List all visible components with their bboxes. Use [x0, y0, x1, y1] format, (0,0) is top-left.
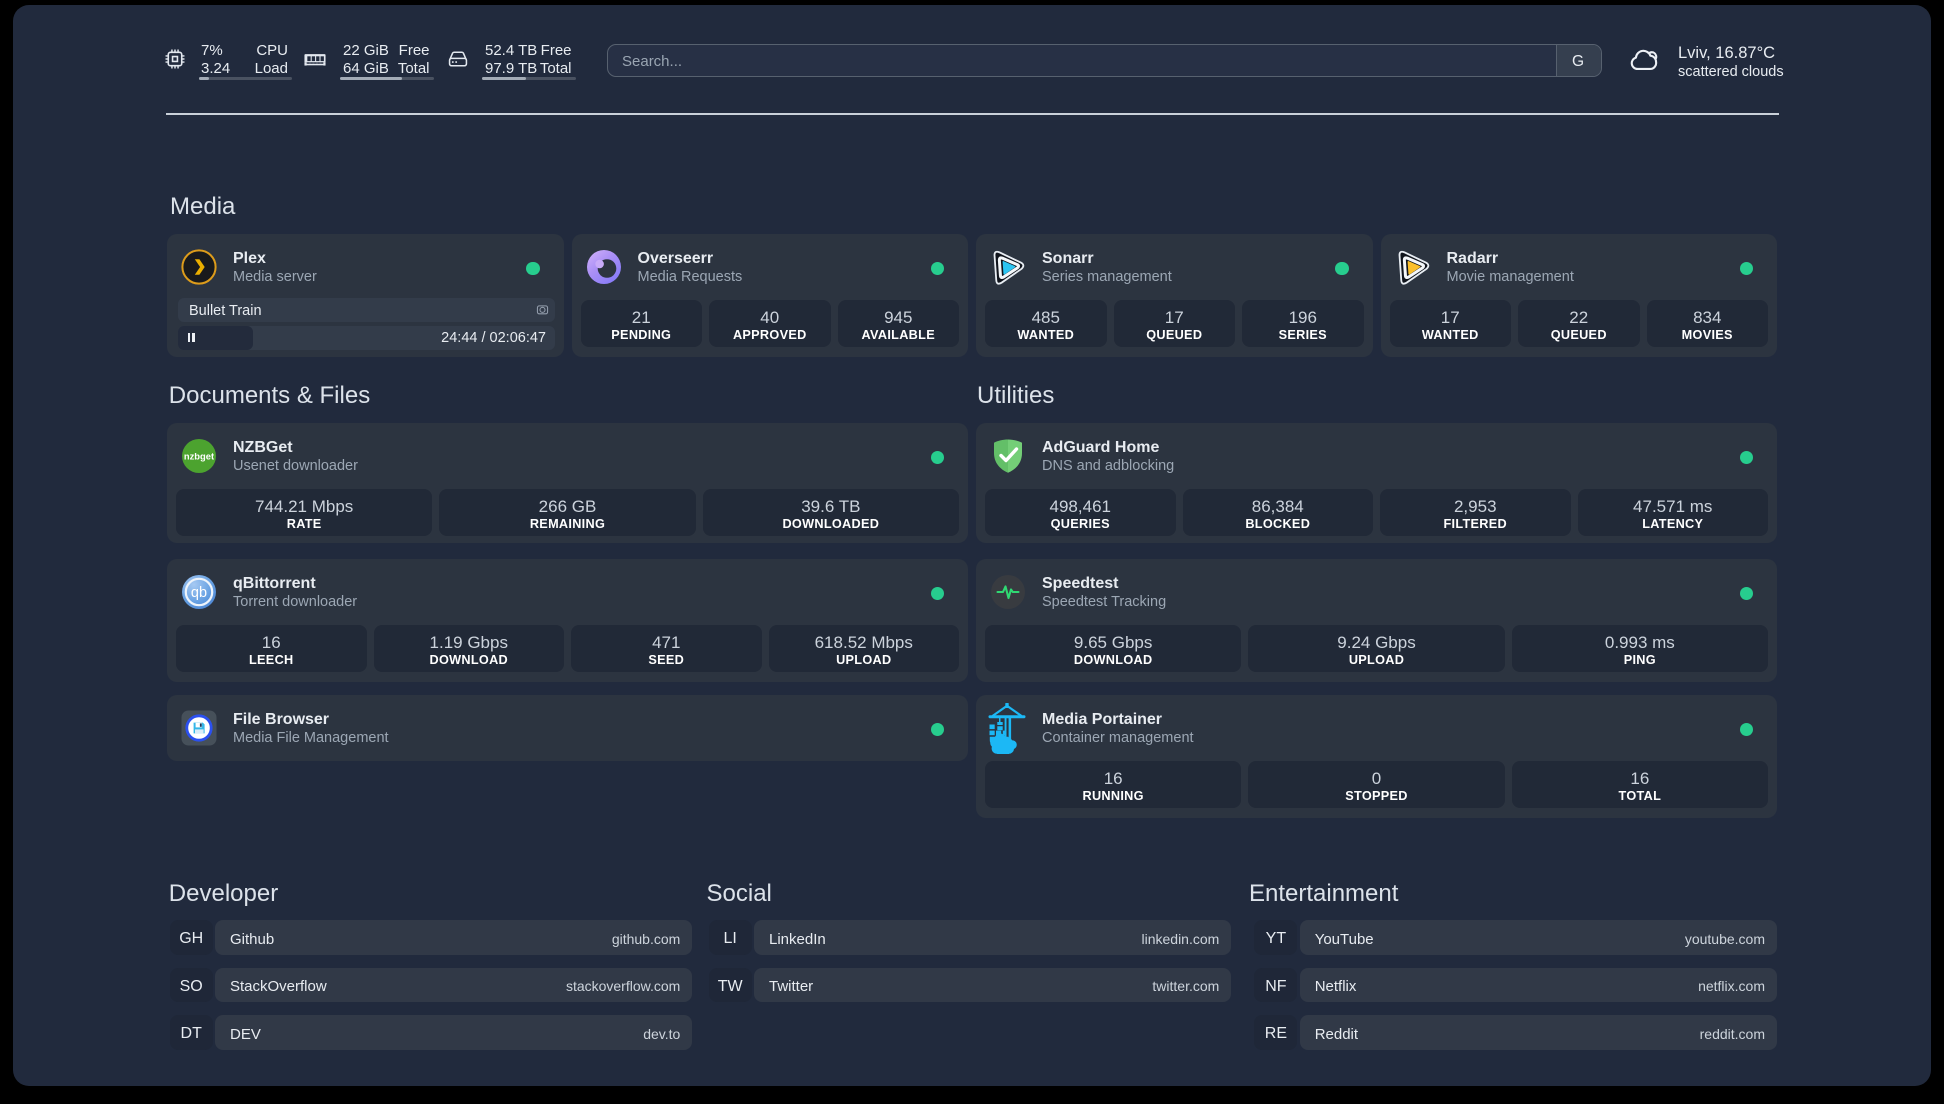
svg-text:qb: qb	[191, 585, 207, 601]
svg-text:nzbget: nzbget	[184, 451, 214, 462]
